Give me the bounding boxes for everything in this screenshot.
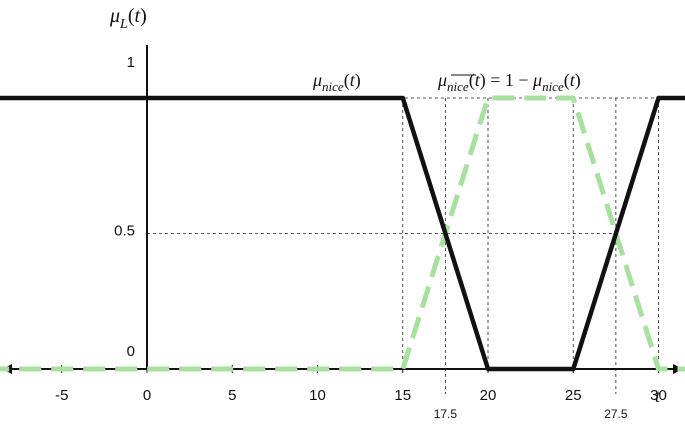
not-nice-membership-line: [0, 95, 685, 372]
x-extra-tick-label: 17.5: [434, 407, 458, 421]
nice-membership-line: [0, 95, 685, 372]
axes: [2, 45, 683, 374]
x-axis-title: t: [655, 386, 661, 406]
labels: -10-50510152025303540455017.527.500.51: [55, 54, 667, 421]
complement-series-label: μnice(t) = 1 − μnice(t): [437, 70, 581, 94]
x-tick-label: 10: [309, 387, 326, 404]
guide-lines: [147, 97, 659, 394]
svg-text:μnice(t) = 1 − μnice(t): μnice(t) = 1 − μnice(t): [437, 70, 581, 94]
x-tick-label: 20: [480, 387, 497, 404]
y-tick-label: 0.5: [114, 223, 135, 240]
y-axis-title: μL(t): [109, 5, 147, 32]
x-tick-label: -5: [55, 387, 68, 404]
x-tick-label: 30: [650, 387, 667, 404]
x-tick-label: 15: [394, 387, 411, 404]
series-layer: [0, 95, 685, 372]
y-tick-label: 1: [127, 54, 135, 71]
x-tick-label: 5: [228, 387, 236, 404]
nice-series-label: μnice(t): [312, 70, 361, 94]
x-extra-tick-label: 27.5: [604, 407, 628, 421]
x-tick-label: 0: [143, 387, 151, 404]
x-tick-label: 25: [565, 387, 582, 404]
y-tick-label: 0: [127, 343, 135, 360]
